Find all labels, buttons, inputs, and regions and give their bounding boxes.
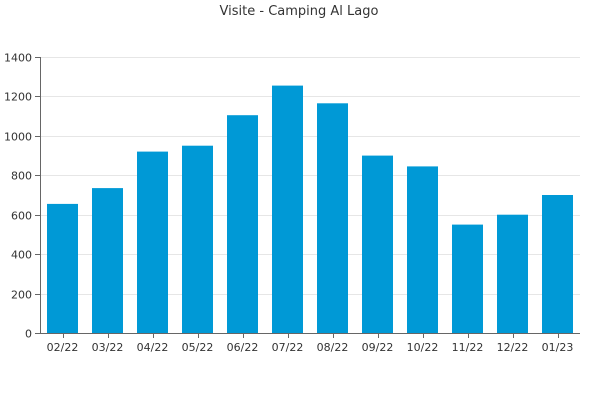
bar [92, 188, 123, 333]
chart-title: Visite - Camping Al Lago [220, 4, 379, 19]
bar [317, 103, 348, 333]
x-tick-label: 04/22 [137, 341, 169, 354]
x-tick-label: 09/22 [362, 341, 394, 354]
y-tick-label: 200 [11, 289, 32, 302]
bar [407, 166, 438, 333]
y-tick-label: 1000 [4, 131, 32, 144]
x-tick-label: 08/22 [317, 341, 349, 354]
y-tick-label: 800 [11, 170, 32, 183]
bar [182, 145, 213, 333]
x-tick-label: 07/22 [272, 341, 304, 354]
x-tick-label: 06/22 [227, 341, 259, 354]
x-tick-label: 11/22 [452, 341, 484, 354]
axes [35, 57, 580, 338]
bar [362, 155, 393, 333]
bar [227, 115, 258, 333]
bar [47, 203, 78, 333]
gridlines [40, 57, 580, 295]
bar [497, 214, 528, 333]
y-tick-label: 1200 [4, 91, 32, 104]
bar [137, 151, 168, 333]
bar [542, 195, 573, 333]
y-tick-label: 1400 [4, 52, 32, 65]
x-tick-label: 05/22 [182, 341, 214, 354]
x-tick-label: 03/22 [92, 341, 124, 354]
bars [47, 85, 573, 333]
x-axis-tick-labels: 02/22 03/22 04/22 05/22 06/22 07/22 08/22 09/22… [47, 341, 574, 354]
x-tick-label: 10/22 [407, 341, 439, 354]
y-tick-label: 400 [11, 249, 32, 262]
y-tick-label: 600 [11, 210, 32, 223]
y-tick-label: 0 [25, 328, 32, 341]
x-tick-label: 02/22 [47, 341, 79, 354]
y-axis-tick-labels: 0 200 400 600 800 1000 1200 1400 [4, 52, 32, 341]
x-tick-label: 12/22 [497, 341, 529, 354]
bar [452, 224, 483, 333]
bar [272, 85, 303, 333]
x-tick-label: 01/23 [542, 341, 574, 354]
